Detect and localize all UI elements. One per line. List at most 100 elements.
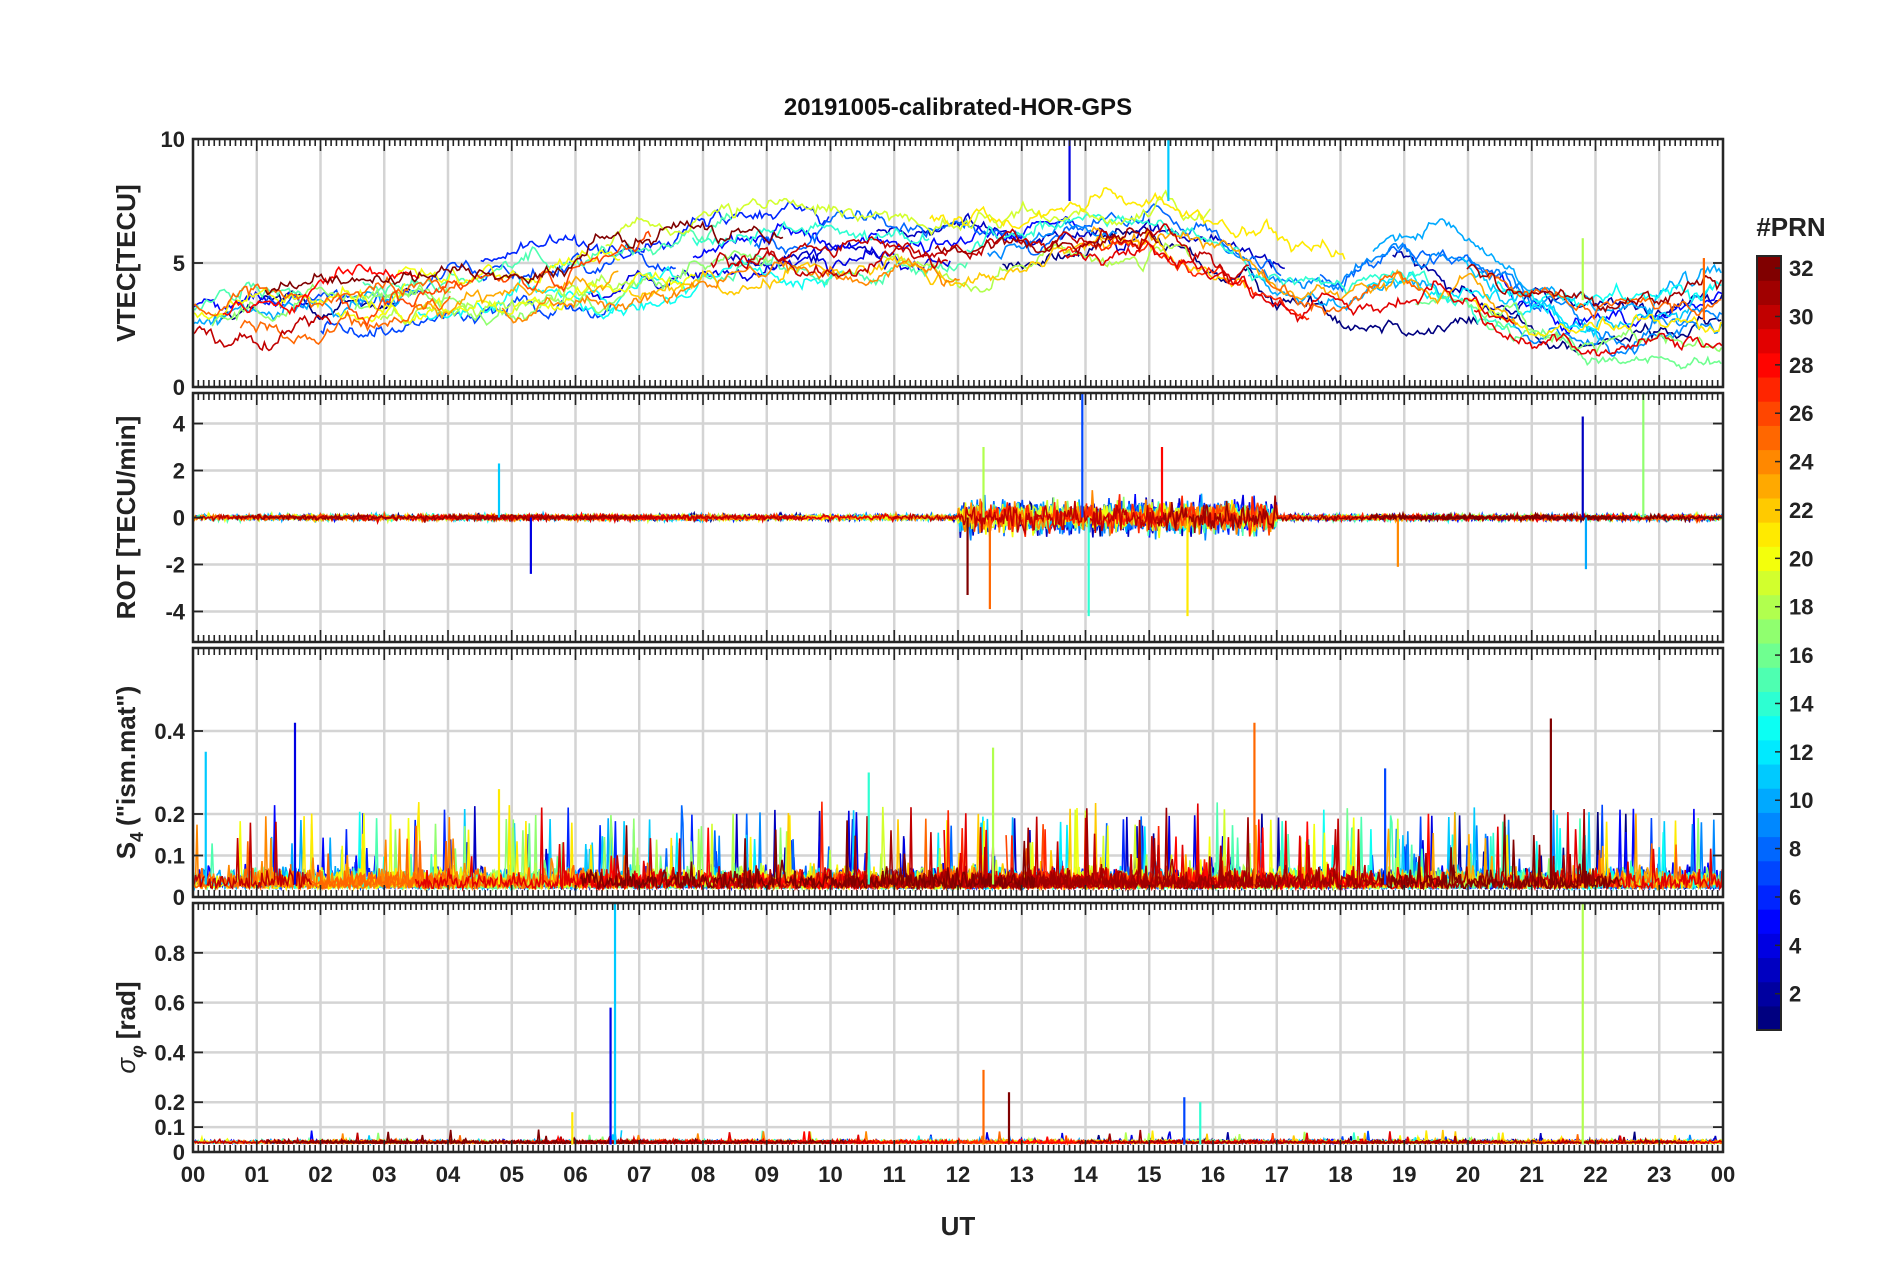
y-tick-label: 2 — [173, 459, 185, 484]
series-prn-25 — [193, 275, 464, 317]
colorbar-swatch — [1757, 280, 1781, 305]
series-prn-32 — [1380, 814, 1623, 892]
series-prn-28 — [222, 263, 420, 316]
colorbar-tick-label: 22 — [1789, 498, 1813, 523]
series-group — [193, 903, 1723, 1147]
y-tick-label: 5 — [173, 251, 185, 276]
series-prn-31 — [843, 807, 1275, 891]
y-tick-label: 0 — [173, 375, 185, 400]
series-prn-31 — [1339, 1136, 1690, 1145]
series-prn-30 — [710, 243, 948, 278]
series-group — [193, 139, 1723, 370]
y-tick-label: 0.1 — [154, 844, 185, 869]
series-prn-30 — [732, 223, 1250, 285]
series-prn-32 — [323, 1134, 643, 1145]
chart-title: 20191005-calibrated-HOR-GPS — [784, 94, 1132, 121]
series-prn-25 — [1261, 268, 1421, 317]
series-prn-27 — [973, 494, 1454, 538]
colorbar-swatch — [1757, 522, 1781, 547]
series-prn-5 — [193, 291, 308, 311]
colorbar-tick-label: 24 — [1789, 450, 1814, 475]
colorbar-swatch — [1757, 715, 1781, 741]
series-prn-10 — [1247, 272, 1441, 312]
x-tick-label: 08 — [691, 1162, 715, 1187]
y-tick-label: 0.2 — [154, 1090, 185, 1115]
x-tick-labels: 00 01 02 03 04 05 06 07 08 09 10 11 12 13 14 15 16 17 18 19… — [181, 1162, 1735, 1187]
series-prn-2 — [1392, 251, 1723, 324]
series-prn-31 — [1466, 263, 1723, 313]
series-prn-9 — [1221, 241, 1723, 352]
colorbar-tick-label: 4 — [1789, 933, 1802, 958]
y-tick-label: 0 — [173, 1140, 185, 1165]
colorbar-swatch — [1757, 957, 1781, 983]
series-prn-32 — [579, 820, 1036, 892]
x-tick-label: 05 — [500, 1162, 524, 1187]
x-tick-label: 18 — [1328, 1162, 1352, 1187]
series-prn-25 — [193, 825, 458, 892]
series-prn-29 — [1064, 239, 1515, 325]
x-tick-label: 10 — [818, 1162, 842, 1187]
series-prn-20 — [335, 271, 696, 325]
colorbar-swatch — [1757, 909, 1781, 934]
x-tick-label: 19 — [1392, 1162, 1416, 1187]
y-tick-label: 0.4 — [154, 719, 185, 744]
grid — [191, 137, 1725, 389]
colorbar-tick-label: 10 — [1789, 788, 1813, 813]
colorbar-swatch — [1757, 860, 1781, 886]
y-tick-label: 0.1 — [154, 1115, 185, 1140]
series-prn-32 — [1394, 510, 1629, 523]
series-prn-23 — [414, 270, 619, 320]
colorbar-tick-label: 32 — [1789, 256, 1813, 281]
x-tick-label: 03 — [372, 1162, 396, 1187]
x-tick-label: 21 — [1520, 1162, 1544, 1187]
series-group — [193, 718, 1723, 892]
x-tick-label: 16 — [1201, 1162, 1225, 1187]
x-tick-label: 22 — [1583, 1162, 1607, 1187]
series-prn-3 — [876, 212, 1285, 270]
x-tick-label: 14 — [1073, 1162, 1098, 1187]
colorbar-tick-label: 2 — [1789, 982, 1801, 1007]
panel-s4: 0 0.1 0.2 0.4 S4("ism.mat") — [111, 646, 1725, 910]
series-prn-31 — [1076, 1129, 1483, 1146]
y-tick-label: 10 — [161, 127, 185, 152]
colorbar-swatch — [1757, 328, 1781, 354]
colorbar-tick-label: 18 — [1789, 595, 1813, 620]
y-tick-label: 4 — [173, 412, 186, 437]
series-prn-32 — [264, 219, 784, 296]
colorbar-swatch — [1757, 812, 1781, 838]
y-tick-label: 0.6 — [154, 991, 185, 1016]
colorbar-swatch — [1757, 570, 1781, 596]
x-tick-label: 15 — [1137, 1162, 1161, 1187]
colorbar-tick-label: 16 — [1789, 643, 1813, 668]
y-tick-label: -2 — [165, 552, 185, 577]
x-tick-label: 00 — [181, 1162, 205, 1187]
series-prn-17 — [211, 283, 452, 327]
y-axis-label: VTEC[TECU] — [111, 184, 141, 341]
series-prn-19 — [605, 189, 1212, 247]
x-tick-label: 06 — [563, 1162, 587, 1187]
series-prn-20 — [717, 508, 999, 535]
panel-vtec: 0 5 10 VTEC[TECU] — [111, 127, 1725, 400]
colorbar-swatch — [1757, 425, 1781, 451]
grid — [191, 903, 1725, 1154]
colorbar-swatch — [1757, 763, 1781, 789]
colorbar-swatch — [1757, 473, 1781, 499]
colorbar-tick-label: 26 — [1789, 401, 1813, 426]
x-tick-label: 13 — [1010, 1162, 1034, 1187]
series-prn-30 — [193, 821, 313, 892]
x-tick-label: 04 — [436, 1162, 461, 1187]
x-tick-label: 01 — [245, 1162, 269, 1187]
colorbar-tick-label: 20 — [1789, 546, 1813, 571]
series-prn-15 — [193, 281, 303, 312]
y-tick-label: -4 — [165, 599, 185, 624]
colorbar-swatch — [1757, 667, 1781, 692]
series-prn-25 — [1484, 269, 1722, 321]
series-group — [193, 393, 1723, 617]
series-prn-27 — [1058, 238, 1310, 321]
colorbar-tick-label: 12 — [1789, 740, 1813, 765]
x-tick-label: 17 — [1265, 1162, 1289, 1187]
panel-rot: -4 -2 0 2 4 ROT [TECU/min] — [111, 391, 1725, 644]
y-tick-label: 0.2 — [154, 802, 185, 827]
